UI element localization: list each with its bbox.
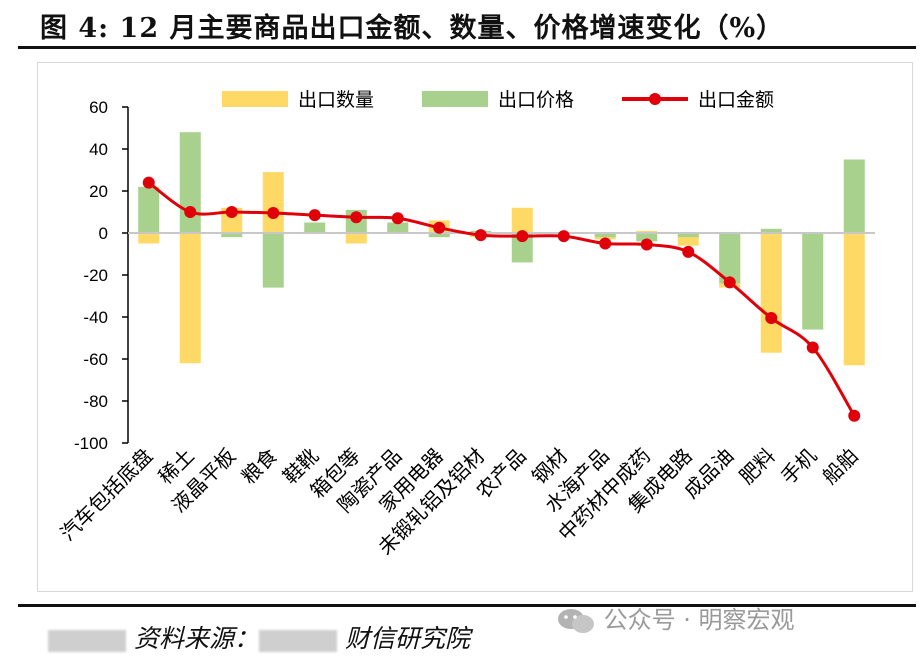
amount-point — [308, 209, 321, 222]
y-tick-label: 60 — [89, 98, 108, 117]
price-bar — [387, 222, 409, 233]
blurred-text — [48, 629, 126, 652]
legend-amount-label: 出口金额 — [698, 89, 774, 111]
quantity-bar — [262, 172, 284, 233]
legend-amount-marker — [649, 93, 661, 105]
y-tick-label: -40 — [83, 308, 108, 327]
quantity-bar — [843, 233, 865, 366]
price-bar — [179, 132, 201, 233]
source-org: 财信研究院 — [345, 624, 471, 653]
source-prefix: 资料来源： — [134, 624, 260, 653]
price-bar — [677, 233, 699, 238]
amount-point — [806, 341, 819, 354]
amount-point — [557, 230, 570, 243]
amount-point — [433, 221, 446, 234]
legend-price-label: 出口价格 — [498, 89, 574, 111]
price-bar — [221, 233, 243, 238]
amount-point — [640, 238, 653, 251]
x-tick-label: 手机 — [776, 444, 821, 489]
amount-point — [682, 245, 695, 258]
price-bar — [719, 233, 741, 284]
amount-point — [474, 229, 487, 242]
quantity-bar — [138, 233, 160, 244]
x-tick-label: 粮食 — [237, 444, 282, 489]
y-tick-label: 0 — [99, 224, 108, 243]
price-bar — [428, 233, 450, 238]
y-tick-label: -60 — [83, 350, 108, 369]
x-tick-label: 汽车包括底盘 — [55, 444, 157, 546]
x-tick-label: 船舶 — [818, 444, 863, 489]
price-bar — [594, 233, 616, 238]
y-tick-label: 20 — [89, 182, 108, 201]
legend-quantity-swatch — [222, 91, 288, 107]
watermark-text: 公众号 · 明察宏观 — [603, 606, 795, 634]
x-tick-label: 肥料 — [735, 444, 780, 489]
amount-point — [225, 206, 238, 218]
price-bar — [760, 228, 782, 233]
price-bar — [304, 222, 326, 233]
price-bar — [138, 186, 160, 233]
y-tick-label: -100 — [74, 434, 108, 453]
amount-point — [391, 212, 404, 225]
amount-point — [723, 276, 736, 289]
source-rule — [18, 604, 916, 607]
amount-point — [267, 207, 280, 220]
quantity-bar — [179, 233, 201, 364]
wechat-icon — [558, 609, 594, 633]
y-tick-label: 40 — [89, 140, 108, 159]
amount-point — [848, 409, 861, 422]
amount-line — [147, 181, 856, 417]
amount-point — [516, 230, 529, 243]
source-line: 资料来源： 财信研究院 — [48, 619, 470, 655]
price-bar — [262, 233, 284, 288]
amount-point — [350, 211, 363, 224]
quantity-bar — [511, 207, 533, 233]
price-bar — [843, 159, 865, 233]
quantity-bar — [345, 233, 367, 244]
chart-frame — [37, 62, 913, 592]
price-bar — [802, 233, 824, 330]
price-bar — [511, 233, 533, 263]
legend-quantity-label: 出口数量 — [298, 89, 374, 111]
amount-point — [142, 176, 155, 189]
y-tick-label: -20 — [83, 266, 108, 285]
title-rule — [18, 46, 916, 49]
amount-point — [599, 237, 612, 250]
y-tick-label: -80 — [83, 392, 108, 411]
chart-title: 图 4: 12 月主要商品出口金额、数量、价格增速变化（%） — [40, 13, 785, 44]
legend-price-swatch — [422, 91, 488, 107]
price-bar — [636, 233, 658, 242]
quantity-bar — [636, 230, 658, 233]
blurred-text — [259, 629, 338, 652]
watermark: 公众号 · 明察宏观 — [556, 600, 795, 635]
amount-point — [184, 206, 197, 218]
amount-point — [765, 312, 778, 325]
quantity-bar — [760, 233, 782, 353]
